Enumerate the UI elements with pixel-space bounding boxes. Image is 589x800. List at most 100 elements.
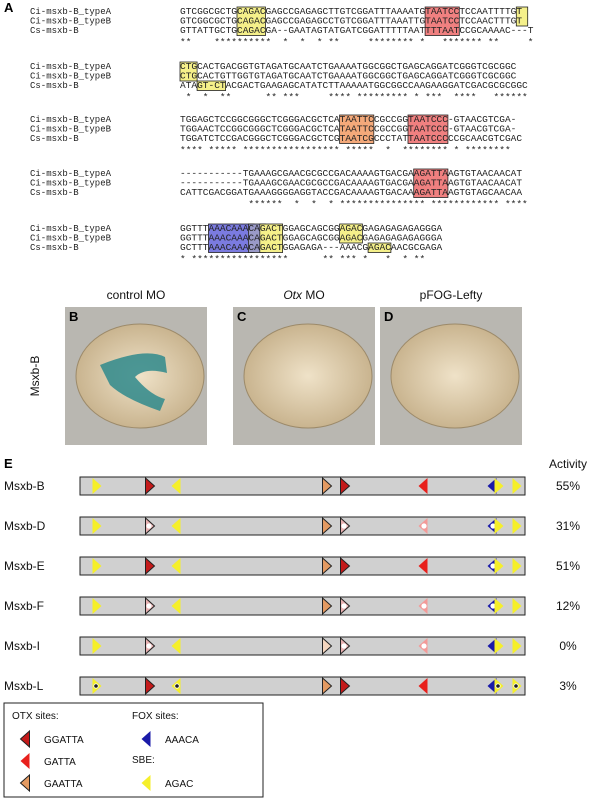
legend-title: FOX sites: xyxy=(132,711,179,722)
legend-entry: AAACA xyxy=(165,735,199,746)
panel-label: E xyxy=(4,456,13,471)
legend-marker xyxy=(141,775,151,791)
legend-entry: AGAC xyxy=(165,779,193,790)
legend-title: OTX sites: xyxy=(12,711,59,722)
conservation: ** ********** * * * ** ******** * ******… xyxy=(180,37,533,48)
motif-highlight xyxy=(367,242,392,253)
species-name: Ci-msxb-B_typeA xyxy=(30,169,112,179)
species-name: Cs-msxb-B xyxy=(30,243,79,253)
legend-box xyxy=(3,702,264,798)
sequence: -----------TGAAAGCGAACGCGCCGACAAAAGTGACG… xyxy=(180,178,522,189)
otx-ggatta-site xyxy=(340,676,351,696)
species-name: Ci-msxb-B_typeB xyxy=(30,179,112,189)
sbe-site xyxy=(494,518,504,534)
otx-ggatta-site xyxy=(145,676,156,696)
sequence: GTTATTGCTGCAGACGA--GAATAGTATGATCGGATTTTT… xyxy=(180,25,534,36)
legend-entry: GATTA xyxy=(44,757,76,768)
sbe-site xyxy=(92,478,102,494)
fox-site xyxy=(487,638,497,654)
legend-marker xyxy=(20,753,30,769)
otx-ggatta-site xyxy=(340,556,351,576)
mutation-mark xyxy=(146,603,152,609)
sbe-site xyxy=(171,478,181,494)
construct-bar xyxy=(79,476,526,496)
mutation-mark xyxy=(341,643,347,649)
panel-title: Otx MO xyxy=(283,288,324,302)
otx-ggatta-site xyxy=(145,556,156,576)
sbe-site xyxy=(92,558,102,574)
otx-ggatta-site xyxy=(145,476,156,496)
construct-name: Msxb-F xyxy=(4,599,44,613)
sequence: CTGCACTGACGGTGTAGATGCAATCTGAAAATGGCGGCTG… xyxy=(180,61,517,72)
motif-highlight xyxy=(413,168,449,198)
sequence: CATTCGACGGATGAAAGGGGAGGTACCGACAAAAGTGACA… xyxy=(180,187,522,198)
sbe-site xyxy=(171,518,181,534)
construct-name: Msxb-E xyxy=(4,559,45,573)
activity-value: 12% xyxy=(556,599,580,613)
mutation-mark xyxy=(174,683,180,689)
species-name: Cs-msxb-B xyxy=(30,134,79,144)
construct-name: Msxb-L xyxy=(4,679,44,693)
otx-gaatta-site xyxy=(322,676,333,696)
legend-marker xyxy=(141,731,151,747)
species-name: Cs-msxb-B xyxy=(30,81,79,91)
sequence: TGGAACTCCGGCGGGCTCGGGACGCTCATAATTCCGCCGG… xyxy=(180,124,516,135)
construct-bar xyxy=(79,676,526,696)
mutation-mark xyxy=(341,603,347,609)
sbe-site xyxy=(512,478,522,494)
reporter-stain xyxy=(100,353,167,411)
conservation: * ***************** ** *** * * * ** xyxy=(180,254,425,265)
activity-value: 3% xyxy=(559,679,577,693)
otx-gatta-site xyxy=(418,558,428,574)
panel-label: A xyxy=(4,0,14,15)
sequence: GCTTTAAACAAACAGACTGGAGAGA---AAACGAGACAAC… xyxy=(180,242,443,253)
motif-highlight xyxy=(424,6,460,36)
species-name: Ci-msxb-B_typeA xyxy=(30,224,112,234)
mutation-mark xyxy=(421,523,427,529)
species-name: Cs-msxb-B xyxy=(30,26,79,36)
otx-gaatta-site xyxy=(322,636,333,656)
embryo xyxy=(75,323,205,429)
activity-value: 55% xyxy=(556,479,580,493)
panel-title: control MO xyxy=(107,288,166,302)
legend-marker xyxy=(19,773,30,793)
mutation-mark xyxy=(495,683,501,689)
sbe-site xyxy=(512,558,522,574)
sequence: GGTTTAAACAAACAGACTGGAGCAGCGGAGACGAGAGAGA… xyxy=(180,233,443,244)
title-text: pFOG-Lefty xyxy=(420,288,483,302)
otx-ggatta-site xyxy=(340,476,351,496)
embryo xyxy=(390,323,520,429)
fox-site xyxy=(487,678,497,694)
title-text: MO xyxy=(305,288,324,302)
construct-bar xyxy=(79,596,526,616)
mutation-mark xyxy=(421,643,427,649)
conservation: ****** * * * *************** ***********… xyxy=(180,199,528,210)
legend-entry: GAATTA xyxy=(44,779,83,790)
sequence: TGGAGCTCCGGCGGGCTCGGGACGCTCATAATTCCGCCGG… xyxy=(180,114,516,125)
species-name: Ci-msxb-B_typeB xyxy=(30,125,112,135)
construct-bar xyxy=(79,556,526,576)
activity-value: 51% xyxy=(556,559,580,573)
activity-header: Activity xyxy=(549,457,587,471)
sequence: TGGATCTCCGACGGGCTCGGGACGCTCGTAATCGCCCTAT… xyxy=(180,133,522,144)
sequence: -----------TGAAAGCGAACGCGCCGACAAAAGTGACG… xyxy=(180,168,522,179)
mutation-mark xyxy=(513,683,519,689)
activity-value: 31% xyxy=(556,519,580,533)
construct-name: Msxb-B xyxy=(4,479,45,493)
sbe-site xyxy=(494,478,504,494)
otx-gatta-site xyxy=(418,478,428,494)
mutation-mark xyxy=(341,523,347,529)
motif-highlight xyxy=(208,223,255,253)
motif-highlight xyxy=(339,223,363,244)
motif-highlight xyxy=(407,114,449,144)
otx-gatta-site xyxy=(418,678,428,694)
embryo xyxy=(243,323,373,429)
sequence: ATAGT-CTACGACTGAAGAGCATATCTTAAAAATGGCGGC… xyxy=(180,80,528,91)
legend-entry: GGATTA xyxy=(44,735,84,746)
conservation: **** ***** ***************** ***** * ***… xyxy=(180,145,516,156)
sbe-site xyxy=(171,598,181,614)
row-label: Msxb-B xyxy=(28,356,42,397)
construct-bar xyxy=(79,636,526,656)
motif-highlight xyxy=(236,6,266,36)
